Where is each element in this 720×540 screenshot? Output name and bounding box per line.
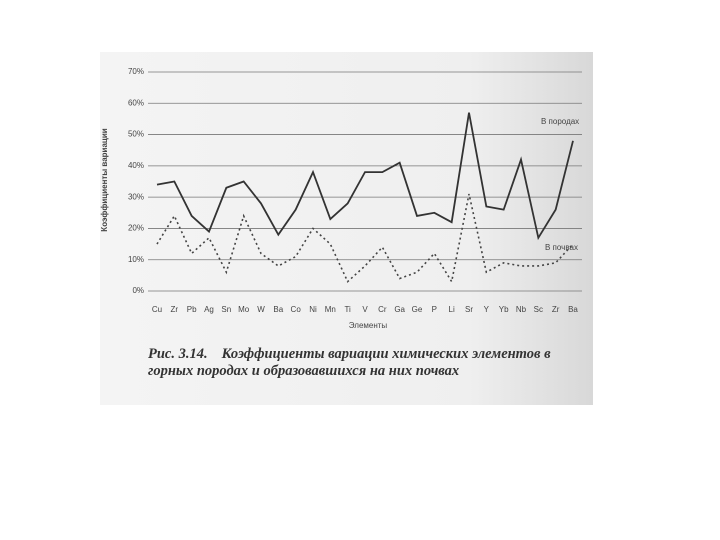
x-tick-label: Li bbox=[449, 305, 455, 314]
x-tick-label: Ga bbox=[394, 305, 405, 314]
x-tick-label: V bbox=[362, 305, 368, 314]
x-tick-label: Pb bbox=[187, 305, 197, 314]
x-tick-label: Y bbox=[484, 305, 490, 314]
series-line bbox=[156, 193, 574, 284]
series-line bbox=[156, 112, 574, 241]
chart-title: Коэффициенты вариации химических элемент… bbox=[148, 346, 551, 379]
y-tick-label: 40% bbox=[128, 161, 144, 170]
x-tick-label: Nb bbox=[516, 305, 527, 314]
x-tick-label: Ba bbox=[568, 305, 578, 314]
series-label: В породах bbox=[541, 117, 579, 126]
x-tick-label: Cu bbox=[152, 305, 162, 314]
y-axis-label: Коэффициенты вариации bbox=[100, 128, 109, 231]
caption: Рис. 3.14. Коэффициенты вариации химическ… bbox=[148, 346, 588, 380]
y-tick-label: 20% bbox=[128, 224, 144, 233]
x-tick-label: Zr bbox=[171, 305, 179, 314]
y-tick-label: 70% bbox=[128, 67, 144, 76]
x-tick-label: Ge bbox=[412, 305, 423, 314]
x-tick-label: Mo bbox=[238, 305, 250, 314]
x-tick-label: Sn bbox=[221, 305, 231, 314]
x-tick-label: Ti bbox=[344, 305, 351, 314]
x-tick-label: Ni bbox=[309, 305, 317, 314]
x-axis-label: Элементы bbox=[349, 321, 388, 330]
x-tick-label: W bbox=[257, 305, 265, 314]
x-tick-label: Ag bbox=[204, 305, 214, 314]
y-tick-label: 30% bbox=[128, 192, 144, 201]
y-tick-label: 10% bbox=[128, 255, 144, 264]
x-tick-label: Cr bbox=[378, 305, 387, 314]
y-tick-label: 60% bbox=[128, 98, 144, 107]
x-tick-label: P bbox=[432, 305, 437, 314]
x-tick-label: Sr bbox=[465, 305, 473, 314]
x-tick-label: Yb bbox=[499, 305, 509, 314]
x-tick-label: Ba bbox=[273, 305, 283, 314]
series-label: В почвах bbox=[545, 243, 578, 252]
x-tick-label: Co bbox=[291, 305, 302, 314]
figure-label: Рис. 3.14. bbox=[148, 346, 208, 362]
x-tick-label: Sc bbox=[534, 305, 543, 314]
y-tick-label: 0% bbox=[132, 286, 144, 295]
x-tick-label: Zr bbox=[552, 305, 560, 314]
y-tick-label: 50% bbox=[128, 130, 144, 139]
x-tick-label: Mn bbox=[325, 305, 336, 314]
